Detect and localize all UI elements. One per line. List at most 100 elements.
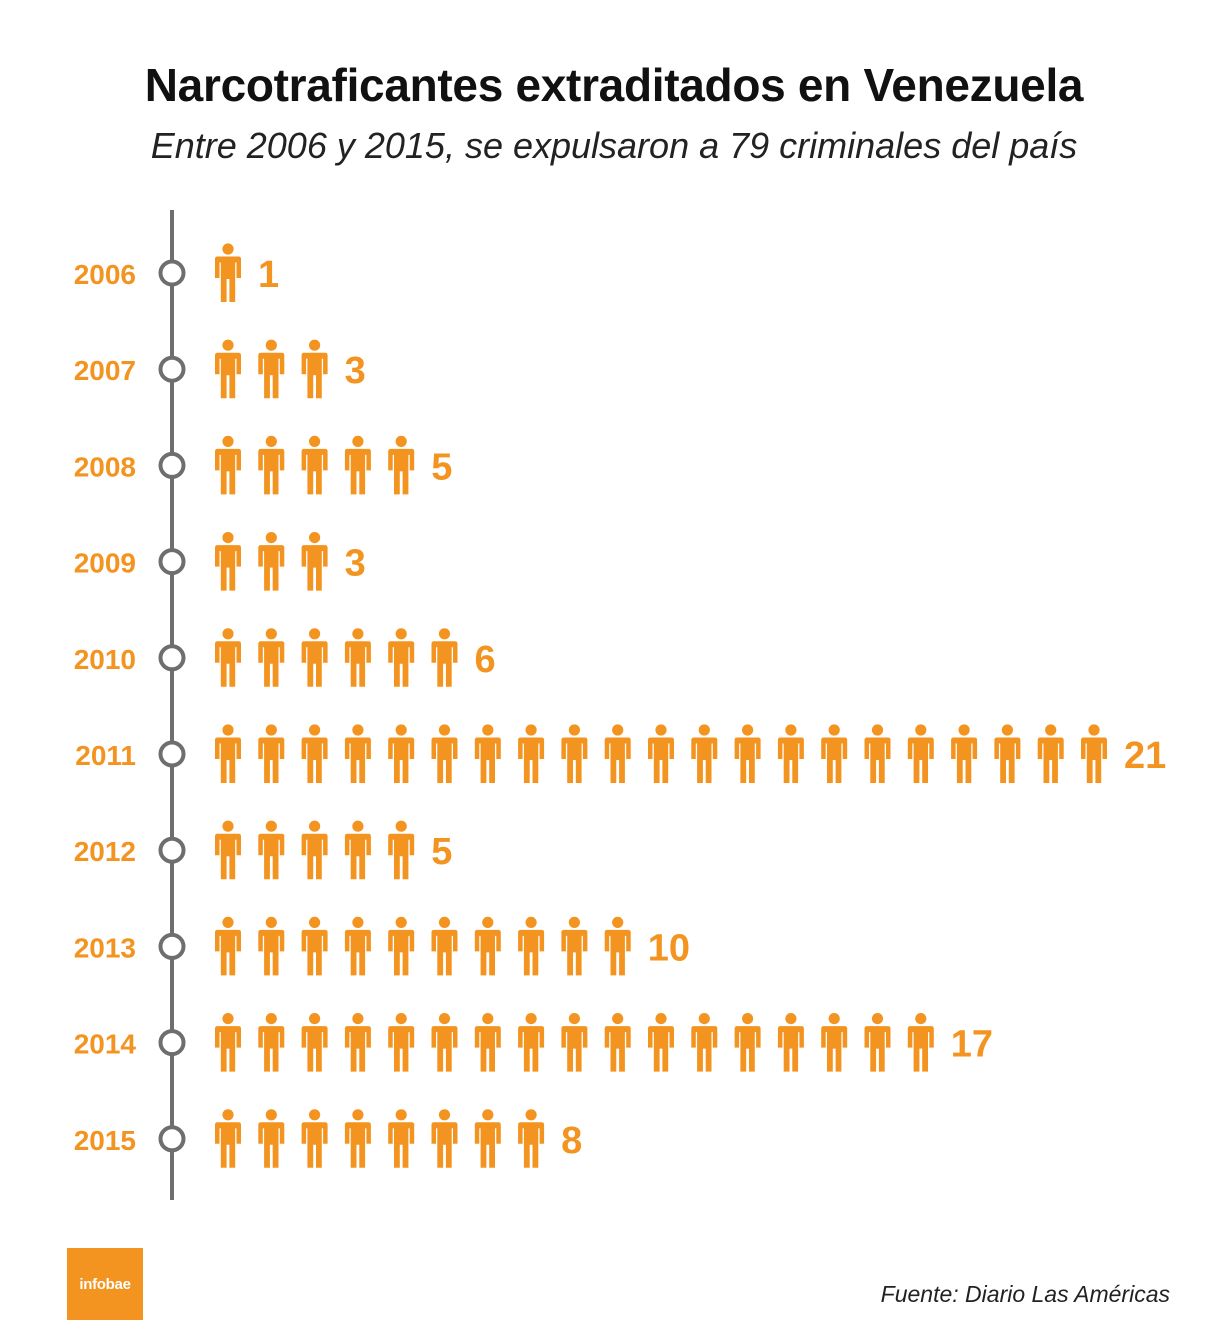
person-icon — [518, 916, 545, 976]
year-label: 2007 — [74, 355, 136, 386]
person-icon — [388, 724, 415, 783]
person-icon — [258, 724, 285, 783]
person-icon — [994, 724, 1021, 783]
person-icon — [215, 724, 241, 783]
person-icon — [258, 916, 285, 976]
row-2013: 2013 10 — [74, 916, 690, 976]
person-icon — [1037, 724, 1064, 783]
person-icon — [821, 1013, 848, 1072]
year-label: 2010 — [74, 644, 136, 675]
row-2008: 2008 5 — [74, 435, 452, 495]
person-icon — [301, 820, 328, 880]
person-icon — [301, 724, 328, 783]
person-icon — [604, 724, 631, 783]
year-label: 2015 — [74, 1125, 136, 1156]
timeline-marker — [158, 740, 186, 768]
person-icon — [344, 1013, 371, 1072]
person-icon — [518, 1013, 545, 1072]
person-icon — [388, 1109, 415, 1168]
person-icon — [301, 435, 328, 495]
person-icon — [301, 628, 328, 687]
person-icon — [344, 820, 371, 880]
person-icon — [215, 532, 241, 591]
person-icon — [474, 1013, 501, 1072]
value-label: 1 — [258, 254, 279, 296]
person-icon — [388, 916, 415, 976]
person-icon — [518, 1109, 545, 1168]
person-icon — [777, 724, 804, 783]
person-icon — [301, 339, 328, 399]
timeline-marker — [158, 451, 186, 479]
person-icon — [1081, 724, 1107, 783]
person-icon — [215, 435, 241, 495]
person-icon — [691, 724, 718, 783]
person-icon — [215, 628, 241, 687]
person-icon — [344, 1109, 371, 1168]
person-icon — [258, 1013, 285, 1072]
person-icon — [561, 1013, 588, 1072]
value-label: 21 — [1124, 735, 1166, 777]
row-2012: 2012 5 — [74, 820, 452, 880]
person-icon — [431, 1013, 458, 1072]
person-icon — [777, 1013, 804, 1072]
person-icon — [301, 532, 328, 591]
person-icon — [734, 1013, 761, 1072]
person-icon — [344, 435, 371, 495]
value-label: 3 — [345, 543, 366, 585]
person-icon — [734, 724, 761, 783]
chart-title: Narcotraficantes extraditados en Venezue… — [144, 59, 1084, 111]
value-label: 17 — [951, 1024, 993, 1066]
year-label: 2012 — [74, 836, 136, 867]
value-label: 3 — [345, 350, 366, 392]
person-icon — [431, 916, 458, 976]
person-icon — [258, 532, 285, 591]
year-label: 2009 — [74, 548, 136, 579]
person-icon — [258, 435, 285, 495]
row-2010: 2010 6 — [74, 628, 496, 687]
person-icon — [864, 724, 891, 783]
person-icon — [215, 339, 241, 399]
row-2007: 2007 3 — [74, 339, 366, 399]
year-label: 2014 — [74, 1029, 137, 1060]
person-icon — [604, 916, 631, 976]
person-icon — [344, 628, 371, 687]
person-icon — [258, 1109, 285, 1168]
timeline-marker — [158, 1029, 186, 1057]
timeline-marker — [158, 644, 186, 672]
person-icon — [388, 1013, 415, 1072]
row-2006: 2006 1 — [74, 243, 279, 302]
value-label: 5 — [431, 446, 452, 488]
timeline-marker — [158, 836, 186, 864]
person-icon — [431, 724, 458, 783]
value-label: 5 — [431, 831, 452, 873]
row-2011: 2011 21 — [75, 724, 1166, 783]
year-label: 2013 — [74, 932, 136, 963]
person-icon — [301, 1109, 328, 1168]
timeline-marker — [158, 932, 186, 960]
person-icon — [388, 435, 415, 495]
value-label: 10 — [648, 927, 690, 969]
person-icon — [344, 724, 371, 783]
logo-text: infobae — [79, 1275, 131, 1293]
person-icon — [258, 339, 285, 399]
person-icon — [518, 724, 545, 783]
person-icon — [215, 1013, 241, 1072]
person-icon — [648, 724, 674, 783]
person-icon — [258, 628, 285, 687]
value-label: 6 — [475, 639, 496, 681]
timeline-marker — [158, 1125, 186, 1153]
person-icon — [215, 1109, 241, 1168]
year-label: 2011 — [75, 740, 136, 771]
year-label: 2008 — [74, 451, 136, 482]
value-label: 8 — [561, 1120, 582, 1162]
year-label: 2006 — [74, 259, 136, 290]
person-icon — [821, 724, 848, 783]
person-icon — [344, 916, 371, 976]
person-icon — [431, 628, 458, 687]
person-icon — [604, 1013, 631, 1072]
timeline-marker — [158, 259, 186, 287]
person-icon — [864, 1013, 891, 1072]
chart-subtitle: Entre 2006 y 2015, se expulsaron a 79 cr… — [150, 125, 1078, 166]
person-icon — [907, 1013, 934, 1072]
person-icon — [474, 916, 501, 976]
